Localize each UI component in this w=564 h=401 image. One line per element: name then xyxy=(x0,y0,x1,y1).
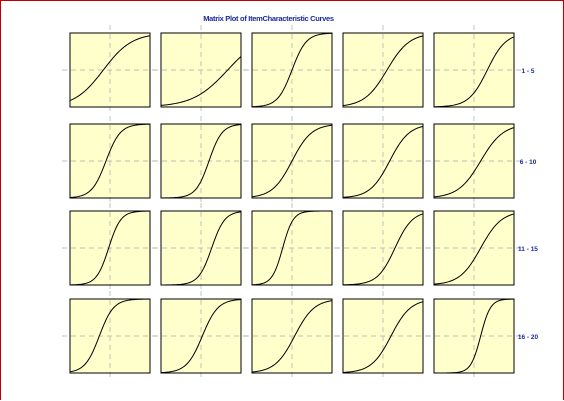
panel-border xyxy=(160,123,242,199)
row-label: 6 - 10 xyxy=(520,159,537,166)
panel-border xyxy=(69,298,151,374)
panel-border xyxy=(69,32,151,108)
panel-border xyxy=(433,210,515,286)
icc-curve-item-11 xyxy=(69,210,151,286)
panel-border xyxy=(69,210,151,286)
icc-curve-item-18 xyxy=(251,300,333,373)
row-label: 11 - 15 xyxy=(518,246,538,253)
icc-curve-item-10 xyxy=(433,127,515,198)
panel-border xyxy=(433,123,515,199)
panel-border xyxy=(251,123,333,199)
panel-border xyxy=(160,298,242,374)
panel-border xyxy=(160,210,242,286)
panel-border xyxy=(251,298,333,374)
icc-curve-item-3 xyxy=(251,32,333,108)
icc-curve-item-5 xyxy=(433,36,515,108)
icc-curve-item-4 xyxy=(342,35,424,107)
icc-curve-item-17 xyxy=(160,299,242,374)
panel-border xyxy=(342,32,424,108)
icc-curve-item-14 xyxy=(342,213,424,286)
icc-curve-item-8 xyxy=(251,124,333,198)
panel-border xyxy=(433,298,515,374)
panel-border xyxy=(433,32,515,108)
panel-border xyxy=(251,32,333,108)
panel-border xyxy=(160,32,242,108)
panel-border xyxy=(342,298,424,374)
icc-curve-item-15 xyxy=(433,213,515,285)
icc-curve-item-19 xyxy=(342,301,424,373)
row-label: 1 - 5 xyxy=(521,68,534,75)
icc-curve-item-6 xyxy=(69,123,151,199)
panel-border xyxy=(69,123,151,199)
panel-border xyxy=(251,210,333,286)
icc-curve-item-9 xyxy=(342,125,424,198)
chart-title: Matrix Plot of ItemCharacteristic Curves xyxy=(203,14,334,23)
icc-curve-item-1 xyxy=(69,35,151,101)
panel-border xyxy=(342,123,424,199)
panel-border xyxy=(342,210,424,286)
row-label: 16 - 20 xyxy=(518,334,539,341)
icc-curve-item-2 xyxy=(160,56,242,106)
